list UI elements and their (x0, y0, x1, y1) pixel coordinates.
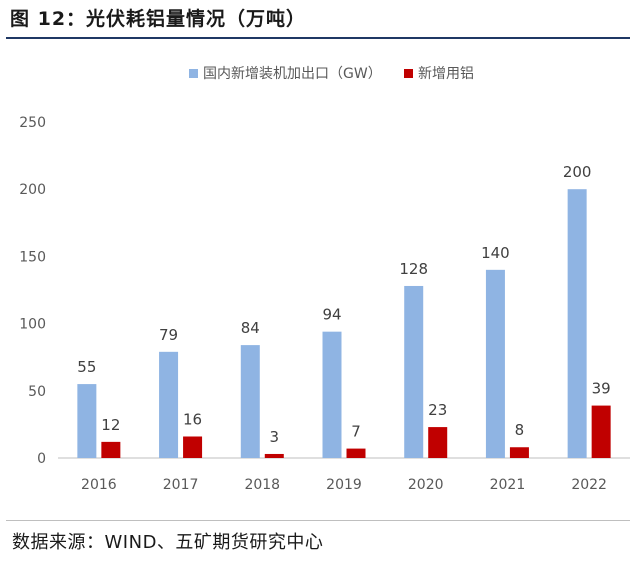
legend-label-1: 国内新增装机加出口（GW） (203, 66, 382, 82)
source-divider (6, 520, 630, 521)
data-label-series2-2017: 16 (183, 410, 202, 428)
bar-series1-2016 (77, 384, 97, 458)
data-label-series1-2019: 94 (322, 306, 341, 324)
data-label-series1-2016: 55 (77, 358, 96, 376)
data-labels: 55 12 79 16 84 3 94 7 128 23 140 8 200 39 (77, 163, 610, 446)
data-label-series1-2018: 84 (241, 319, 260, 337)
x-tick-label: 2016 (81, 477, 117, 493)
bar-series1-2019 (322, 331, 342, 458)
bar-series2-2019 (346, 448, 366, 458)
data-label-series1-2022: 200 (563, 163, 592, 181)
data-label-series2-2019: 7 (351, 423, 361, 441)
bar-series2-2018 (264, 453, 284, 458)
bar-series1-2017 (159, 351, 179, 458)
source-note: 数据来源：WIND、五矿期货研究中心 (12, 532, 324, 553)
y-tick-label: 100 (19, 317, 46, 333)
legend: 国内新增装机加出口（GW） 新增用铝 (189, 66, 474, 82)
x-tick-label: 2021 (490, 477, 526, 493)
bar-series1-2021 (485, 269, 505, 458)
bar-series1-2018 (240, 345, 260, 458)
figure-title: 图 12：光伏耗铝量情况（万吨） (10, 8, 307, 30)
y-tick-label: 250 (19, 115, 46, 131)
y-tick-label: 200 (19, 182, 46, 198)
data-label-series1-2021: 140 (481, 244, 510, 262)
y-tick-label: 150 (19, 249, 46, 265)
x-axis: 2016 2017 2018 2019 2020 2021 2022 (58, 457, 630, 493)
legend-label-2: 新增用铝 (418, 66, 474, 82)
x-tick-label: 2017 (163, 477, 199, 493)
bars (77, 189, 611, 458)
bar-series1-2020 (404, 285, 424, 458)
x-tick-label: 2022 (571, 477, 607, 493)
x-tick-label: 2018 (244, 477, 280, 493)
bar-series2-2020 (428, 427, 448, 458)
bar-series2-2017 (183, 436, 203, 458)
data-label-series2-2020: 23 (428, 401, 447, 419)
bar-series2-2021 (509, 447, 529, 458)
data-label-series2-2018: 3 (270, 428, 280, 446)
x-tick-label: 2019 (326, 477, 362, 493)
bar-series2-2022 (591, 405, 611, 458)
bar-series2-2016 (101, 441, 121, 458)
y-tick-label: 50 (28, 384, 46, 400)
title-divider (6, 37, 630, 39)
bar-series1-2022 (567, 189, 587, 458)
legend-swatch-1 (189, 69, 198, 78)
data-label-series1-2017: 79 (159, 326, 178, 344)
legend-swatch-2 (404, 69, 413, 78)
data-label-series2-2021: 8 (515, 421, 525, 439)
data-label-series1-2020: 128 (399, 260, 428, 278)
data-label-series2-2016: 12 (101, 416, 120, 434)
y-axis: 0 50 100 150 200 250 (19, 115, 46, 467)
y-tick-label: 0 (37, 451, 46, 467)
data-label-series2-2022: 39 (592, 380, 611, 398)
x-tick-label: 2020 (408, 477, 444, 493)
